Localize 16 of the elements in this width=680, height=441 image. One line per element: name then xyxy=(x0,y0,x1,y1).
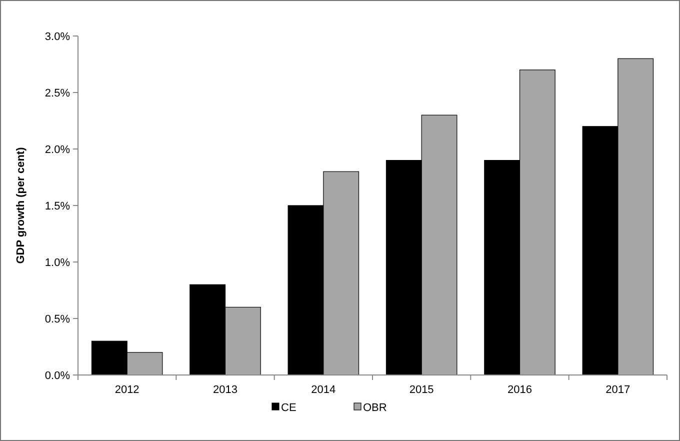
y-axis-title: GDP growth (per cent) xyxy=(15,146,27,264)
y-tick-label: 2.0% xyxy=(44,144,70,156)
y-tick-label: 3.0% xyxy=(44,30,70,43)
x-tick-label: 2015 xyxy=(409,384,434,396)
x-tick-label: 2014 xyxy=(311,384,336,396)
legend-label: OBR xyxy=(363,402,387,414)
x-tick-label: 2013 xyxy=(213,384,238,396)
y-tick-label: 1.0% xyxy=(44,256,70,269)
x-tick-label: 2016 xyxy=(508,384,532,396)
x-tick-label: 2012 xyxy=(114,384,140,396)
y-tick-label: 0.5% xyxy=(44,313,70,326)
x-tick-label: 2017 xyxy=(606,384,630,396)
y-tick-label: 0.0% xyxy=(44,370,70,382)
y-tick-label: 1.5% xyxy=(44,200,70,212)
y-tick-label: 2.5% xyxy=(44,87,70,100)
legend-label: CE xyxy=(281,402,296,414)
